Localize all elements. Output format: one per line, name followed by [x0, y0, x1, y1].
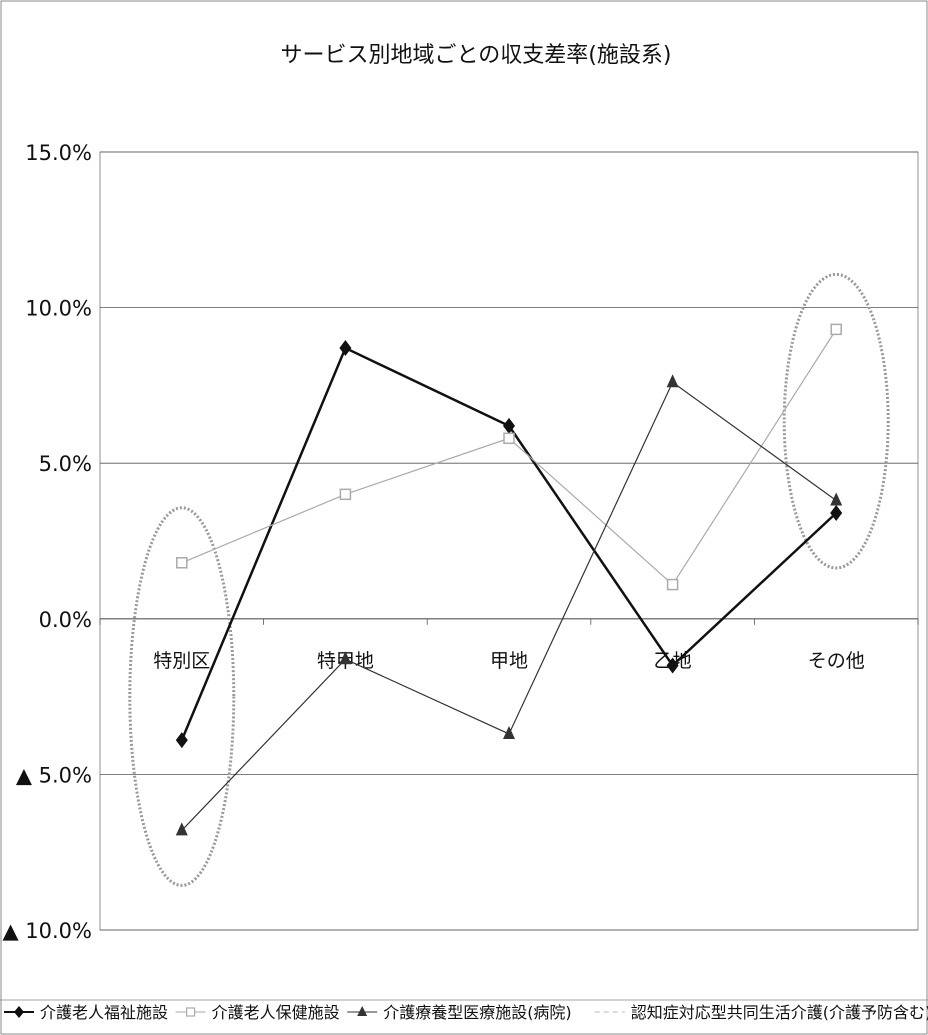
y-axis-tick-labels: 15.0% 10.0% 5.0% 0.0% ▲ 5.0% ▲ 10.0% [2, 141, 92, 943]
data-point-diamond [175, 732, 188, 749]
y-tick-label: 10.0% [25, 297, 92, 321]
x-category-label: 甲地 [490, 650, 528, 672]
data-point-square [830, 323, 842, 336]
y-tick-label: 0.0% [39, 608, 92, 632]
legend-marker-diamond [14, 1006, 24, 1018]
y-tick-label: ▲ 5.0% [16, 763, 92, 787]
highlight-ellipse [128, 506, 236, 887]
legend-marker-square [186, 1007, 196, 1017]
legend: 介護老人福祉施設 介護老人保健施設 介護療養型医療施設(病院) 認知症対応型共同生活介… [4, 1003, 928, 1022]
data-point-square [666, 578, 679, 591]
data-point-triangle [666, 374, 679, 388]
highlight-ellipses [128, 272, 890, 887]
data-point-diamond [666, 657, 679, 674]
legend-label: 介護療養型医療施設(病院) [383, 1003, 572, 1022]
data-point-diamond [503, 417, 515, 434]
data-point-square [503, 432, 515, 445]
legend-label: 介護老人福祉施設 [40, 1003, 168, 1022]
data-point-square [339, 488, 352, 501]
data-series [175, 323, 843, 836]
data-point-triangle [339, 651, 352, 665]
data-point-diamond [339, 340, 352, 357]
x-category-label: 特別区 [153, 650, 210, 672]
legend-label: 介護老人保健施設 [212, 1003, 340, 1022]
legend-marker-triangle [357, 1006, 368, 1016]
highlight-ellipse [782, 272, 890, 570]
data-point-triangle [503, 725, 515, 739]
legend-label: 認知症対応型共同生活介護(介護予防含む) [631, 1003, 928, 1022]
y-tick-label: 5.0% [39, 452, 92, 476]
gridlines [99, 151, 919, 931]
x-category-label: その他 [808, 650, 865, 672]
y-tick-label: ▲ 10.0% [2, 919, 92, 943]
data-point-square [176, 557, 188, 569]
data-point-diamond [830, 504, 843, 521]
chart-title: サービス別地域ごとの収支差率(施設系) [281, 43, 672, 68]
y-tick-label: 15.0% [25, 141, 92, 165]
data-point-triangle [830, 492, 843, 506]
data-point-triangle [175, 822, 188, 836]
